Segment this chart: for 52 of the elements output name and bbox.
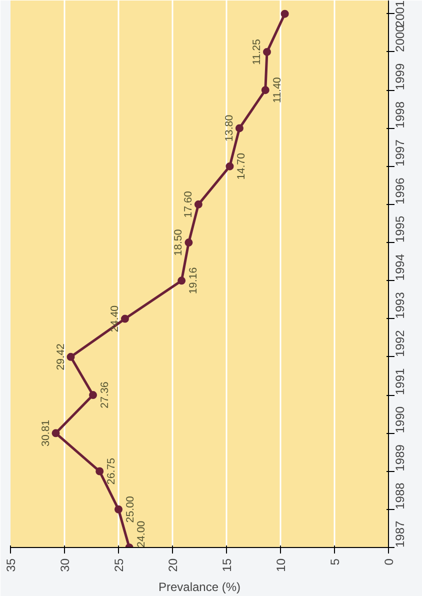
x-tick-label: 15 bbox=[220, 558, 234, 572]
y-tick-label: 1995 bbox=[393, 216, 407, 243]
y-tick-label: 1990 bbox=[393, 406, 407, 434]
data-label: 13.80 bbox=[223, 114, 236, 142]
y-tick-label: 1991 bbox=[393, 368, 407, 396]
x-tick-label: 30 bbox=[58, 558, 72, 572]
y-tick-label: 1992 bbox=[393, 330, 407, 357]
data-label: 30.81 bbox=[40, 420, 52, 446]
x-axis-title: Prevalance (%) bbox=[158, 580, 241, 594]
y-tick-label: 1989 bbox=[393, 444, 407, 472]
y-tick-label: 1988 bbox=[393, 482, 407, 510]
x-tick-label: 5 bbox=[328, 558, 342, 566]
x-tick-label: 20 bbox=[166, 558, 180, 572]
point bbox=[52, 429, 60, 438]
point bbox=[96, 467, 104, 476]
y-tick-label: 1994 bbox=[393, 254, 407, 281]
data-label: 17.60 bbox=[182, 191, 194, 218]
x-tick-label: 0 bbox=[382, 558, 396, 566]
point bbox=[66, 352, 75, 361]
data-label: 11.25 bbox=[251, 38, 263, 65]
data-label: 29.42 bbox=[54, 344, 67, 370]
data-label: 11.40 bbox=[271, 77, 284, 104]
point bbox=[261, 86, 270, 94]
point bbox=[178, 276, 186, 285]
y-tick-label: 1999 bbox=[393, 63, 407, 90]
y-tick-label: 1997 bbox=[393, 139, 407, 166]
point bbox=[184, 238, 193, 247]
x-tick-label: 25 bbox=[112, 558, 126, 572]
data-label: 24.00 bbox=[135, 520, 148, 548]
point bbox=[89, 391, 98, 400]
point bbox=[235, 124, 244, 132]
y-tick-label: 2000 bbox=[393, 24, 407, 52]
data-label: 24.40 bbox=[108, 305, 121, 332]
point bbox=[114, 505, 122, 514]
data-label: 14.70 bbox=[236, 152, 248, 180]
data-label: 18.50 bbox=[172, 229, 185, 256]
point bbox=[280, 10, 289, 18]
y-tick-label: 2001 bbox=[393, 0, 407, 28]
data-label: 25.00 bbox=[124, 496, 136, 523]
x-tick-label: 35 bbox=[4, 558, 18, 572]
y-tick-label: 1996 bbox=[393, 177, 407, 204]
point bbox=[120, 314, 129, 323]
point bbox=[263, 48, 271, 56]
x-tick-label: 10 bbox=[274, 558, 288, 572]
point bbox=[194, 200, 202, 208]
data-label: 27.36 bbox=[99, 382, 112, 408]
data-label: 19.16 bbox=[188, 267, 200, 294]
y-tick-label: 1993 bbox=[393, 292, 407, 319]
point bbox=[226, 162, 234, 170]
y-tick-label: 1998 bbox=[393, 101, 407, 128]
data-label: 26.75 bbox=[106, 458, 118, 485]
y-tick-label: 1987 bbox=[393, 520, 407, 548]
